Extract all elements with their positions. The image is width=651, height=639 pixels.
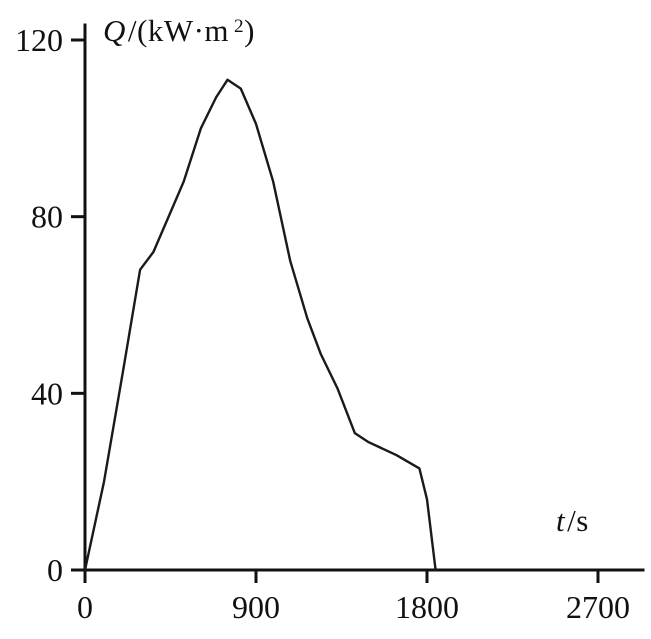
axis-spines <box>83 23 645 572</box>
x-axis-unit: /s <box>567 503 589 538</box>
y-tick-label: 0 <box>47 552 63 588</box>
x-tick-label: 0 <box>77 589 93 625</box>
x-axis-label: t/s <box>556 503 589 539</box>
y-tick-label: 120 <box>15 22 63 58</box>
y-axis-unit-close: ) <box>244 13 255 48</box>
y-axis-variable: Q <box>103 13 126 48</box>
x-tick-label: 1800 <box>395 589 459 625</box>
x-tick-label: 900 <box>232 589 280 625</box>
y-tick-label: 40 <box>31 375 63 411</box>
y-axis-exponent: 2 <box>234 16 245 37</box>
y-axis-unit: /(kW·m <box>127 13 230 48</box>
y-axis-label: Q/(kW·m 2) <box>103 13 255 49</box>
y-tick-label: 80 <box>31 199 63 235</box>
x-tick-label: 2700 <box>566 589 630 625</box>
data-series-line <box>83 78 437 572</box>
x-axis-variable: t <box>556 503 566 538</box>
